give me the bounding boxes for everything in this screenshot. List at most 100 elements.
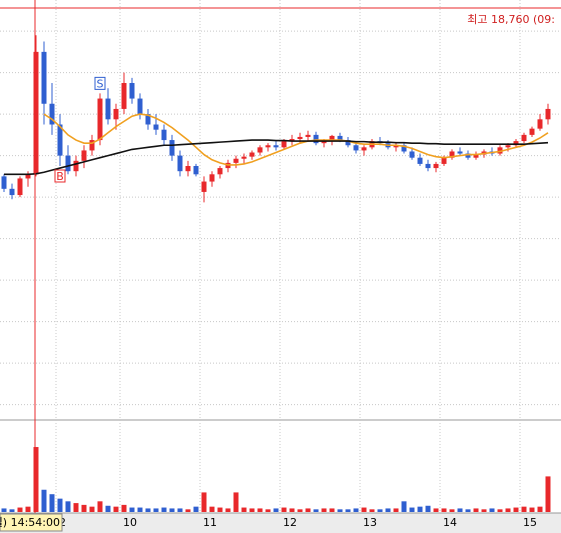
volume-bar (401, 501, 407, 512)
candle-body (81, 150, 87, 161)
candle-body (337, 135, 343, 141)
candle-body (297, 136, 303, 140)
volume-bar (233, 492, 239, 512)
candle-body (281, 141, 287, 148)
volume-bar (249, 508, 255, 512)
volume-bar (297, 509, 303, 512)
volume-bar (473, 508, 479, 512)
volume-bar (537, 506, 543, 512)
volume-bar (409, 507, 415, 512)
volume-bar (545, 476, 551, 512)
volume-bar (41, 489, 47, 512)
volume-bar (121, 504, 127, 512)
candle-body (473, 154, 479, 158)
candle-body (449, 151, 455, 158)
candle-body (329, 135, 335, 142)
volume-bar (513, 507, 519, 512)
volume-bar (329, 508, 335, 512)
volume-bar (521, 506, 527, 512)
candle-body (1, 176, 7, 189)
volume-bar (457, 508, 463, 512)
candle-body (393, 145, 399, 148)
volume-bar (185, 509, 191, 512)
signal-box (94, 76, 106, 90)
candle-body (345, 140, 351, 146)
candle-body (545, 108, 551, 120)
candle-body (121, 83, 127, 109)
candle-body (33, 51, 39, 175)
candle-body (49, 103, 55, 125)
volume-bar (97, 501, 103, 512)
volume-bar (113, 506, 119, 512)
candle-body (65, 155, 71, 172)
volume-bar (433, 508, 439, 512)
signal-box (54, 169, 66, 183)
x-tick-label: 12 (283, 516, 297, 529)
x-tick-label: 10 (123, 516, 137, 529)
volume-bar (377, 509, 383, 512)
candle-body (97, 98, 103, 141)
x-tick-label: 15 (523, 516, 537, 529)
moving-average (43, 113, 549, 166)
candle-body (185, 166, 191, 172)
candle-body (409, 151, 415, 158)
candle-body (89, 140, 95, 151)
candle-body (217, 168, 223, 175)
volume-bar (81, 504, 87, 512)
candle-body (145, 114, 151, 125)
volume-bar (265, 509, 271, 512)
candle-body (313, 134, 319, 144)
candle-body (209, 174, 215, 182)
candle-body (433, 163, 439, 169)
candle-body (161, 129, 167, 141)
volume-bar (281, 507, 287, 512)
candle-body (353, 145, 359, 151)
candle-body (417, 157, 423, 164)
signal-label: B (56, 170, 64, 183)
volume-bar (153, 508, 159, 512)
volume-bar (449, 509, 455, 512)
volume-bar (73, 503, 79, 512)
candle-body (241, 156, 247, 159)
candle-body (401, 145, 407, 152)
high-label: 최고 18,760 (09: (467, 13, 555, 26)
candle-body (249, 152, 255, 157)
x-axis-band (0, 513, 561, 533)
volume-bar (225, 508, 231, 512)
volume-bar (145, 508, 151, 512)
candle-body (505, 145, 511, 148)
candle-body (193, 166, 199, 175)
volume-bar (25, 506, 31, 512)
x-tick-label: 14 (443, 516, 457, 529)
candle-body (273, 145, 279, 148)
volume-bar (105, 505, 111, 512)
volume-bar (369, 509, 375, 512)
volume-bar (137, 507, 143, 512)
volume-bar (529, 507, 535, 512)
cursor-box (0, 513, 63, 532)
volume-bar (17, 507, 23, 512)
candle-body (305, 134, 311, 137)
volume-bar (33, 447, 39, 512)
volume-bar (1, 508, 7, 512)
candle-body (537, 119, 543, 129)
candle-body (169, 140, 175, 156)
candle-body (57, 124, 63, 156)
volume-bar (489, 508, 495, 512)
candle-body (201, 181, 207, 192)
volume-bar (217, 507, 223, 512)
candle-body (513, 141, 519, 146)
volume-bar (313, 509, 319, 512)
candle-body (105, 98, 111, 120)
candle-body (361, 147, 367, 151)
candle-body (153, 124, 159, 130)
candle-body (41, 51, 47, 104)
candle-body (465, 153, 471, 158)
x-tick-label: 13 (363, 516, 377, 529)
candle-body (265, 145, 271, 148)
candle-body (321, 141, 327, 144)
volume-bar (481, 509, 487, 512)
volume-bar (9, 509, 15, 512)
volume-bar (193, 506, 199, 512)
